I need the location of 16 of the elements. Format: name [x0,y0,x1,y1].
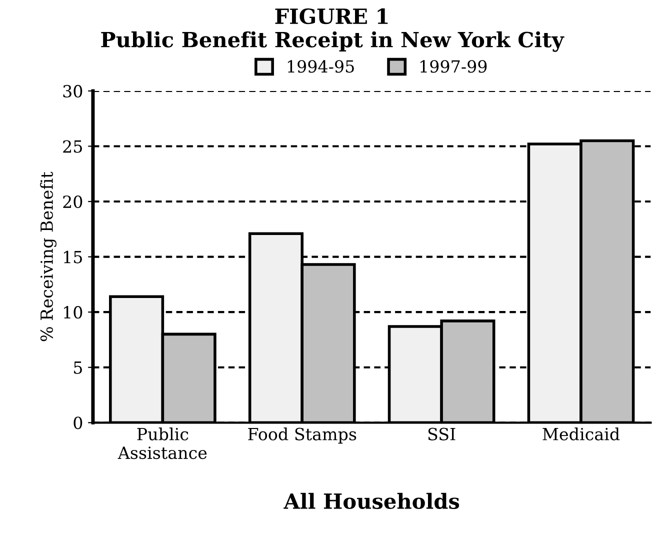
x-axis-title: All Households [284,492,460,509]
y-axis-title: % Receiving Benefit [40,172,56,342]
legend-label: 1994-95 [288,60,354,73]
x-tick-label: SSI [428,428,456,440]
y-tick-label: 30 [63,84,82,98]
y-tick-label: 0 [74,416,82,430]
y-tick-label: 20 [63,195,82,208]
chart-title: FIGURE 1 Public Benefit Receipt in New York City [101,8,564,52]
x-tick-label: Public Assistance [118,428,207,460]
y-tick-label: 25 [63,140,82,153]
y-tick-label: 10 [64,306,82,319]
x-tick-label: Medicaid [542,428,620,440]
x-tick-label: Food Stamps [248,428,356,444]
y-tick-label: 5 [74,362,82,374]
y-tick-label: 15 [64,250,82,264]
legend-label: 1997-99 [420,60,487,73]
